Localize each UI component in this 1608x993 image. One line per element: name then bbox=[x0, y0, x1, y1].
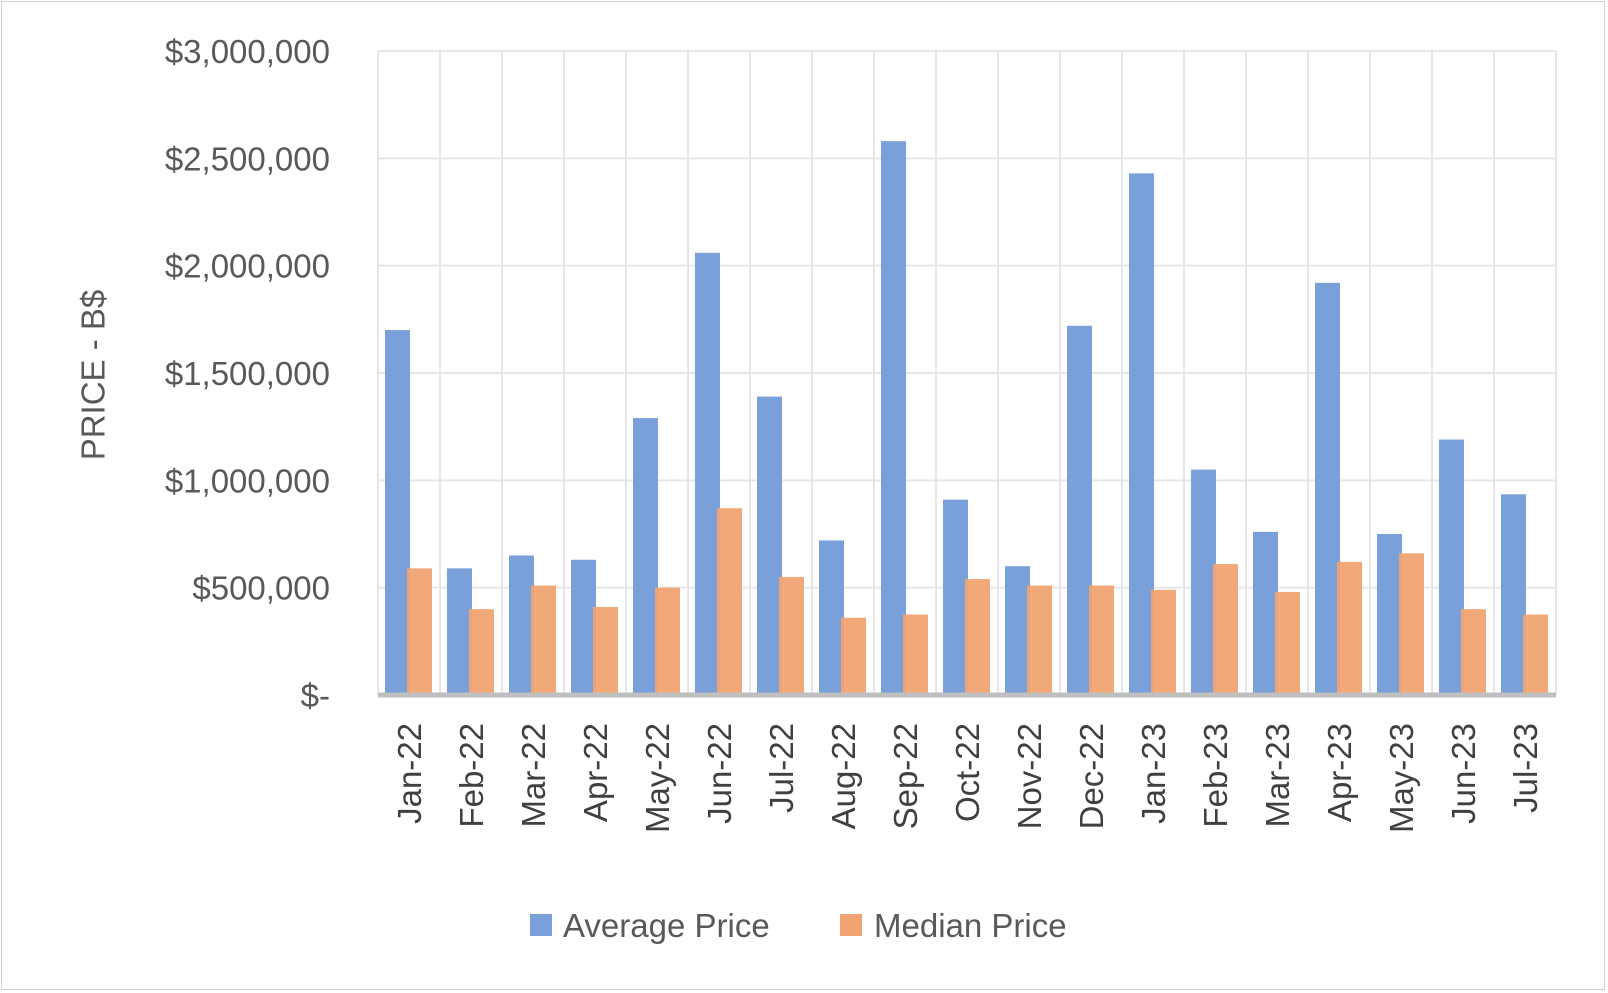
bar-average-price bbox=[881, 141, 906, 695]
bar-median-price bbox=[1027, 585, 1052, 695]
legend-swatch bbox=[840, 914, 862, 936]
bar-average-price bbox=[571, 559, 596, 695]
y-tick-label: $2,000,000 bbox=[165, 248, 330, 285]
x-tick-label: Oct-22 bbox=[949, 723, 986, 822]
bar-average-price bbox=[1377, 534, 1402, 695]
bar-average-price bbox=[757, 396, 782, 695]
bar-average-price bbox=[1501, 494, 1526, 695]
x-tick-label: Jul-23 bbox=[1507, 723, 1544, 813]
bar-median-price bbox=[965, 579, 990, 695]
bar-average-price bbox=[819, 540, 844, 695]
bar-average-price bbox=[1439, 439, 1464, 695]
x-tick-label: Nov-22 bbox=[1011, 723, 1048, 829]
x-tick-label: Apr-23 bbox=[1321, 723, 1358, 822]
bar-average-price bbox=[1315, 282, 1340, 695]
bar-average-price bbox=[1005, 566, 1030, 695]
bar-median-price bbox=[1089, 585, 1114, 695]
bar-average-price bbox=[509, 555, 534, 695]
x-tick-label: Sep-22 bbox=[887, 723, 924, 829]
bar-median-price bbox=[1461, 609, 1486, 695]
bar-median-price bbox=[593, 606, 618, 695]
bar-average-price bbox=[1129, 173, 1154, 696]
x-tick-label: Jul-22 bbox=[763, 723, 800, 813]
bar-median-price bbox=[655, 587, 680, 695]
x-tick-label: Jan-22 bbox=[391, 723, 428, 824]
bar-median-price bbox=[1213, 564, 1238, 695]
x-tick-label: Jun-22 bbox=[701, 723, 738, 824]
bar-median-price bbox=[531, 585, 556, 695]
bar-average-price bbox=[1253, 531, 1278, 695]
bar-average-price bbox=[1191, 469, 1216, 695]
bar-average-price bbox=[943, 499, 968, 695]
x-tick-label: May-23 bbox=[1383, 723, 1420, 833]
x-tick-label: Mar-22 bbox=[515, 723, 552, 828]
x-tick-label: Feb-22 bbox=[453, 723, 490, 828]
bar-median-price bbox=[1151, 589, 1176, 695]
y-tick-label: $1,500,000 bbox=[165, 355, 330, 392]
legend: Average Price Median Price bbox=[530, 907, 1067, 944]
y-axis-title: PRICE - B$ bbox=[75, 290, 112, 461]
y-tick-label: $3,000,000 bbox=[165, 33, 330, 70]
bar-median-price bbox=[779, 576, 804, 695]
y-axis-ticks: $- $500,000 $1,000,000 $1,500,000 $2,000,000… bbox=[165, 33, 330, 714]
bar-median-price bbox=[717, 508, 742, 695]
bar-median-price bbox=[903, 614, 928, 695]
bar-average-price bbox=[1067, 325, 1092, 695]
x-tick-label: Aug-22 bbox=[825, 723, 862, 829]
x-tick-label: Jan-23 bbox=[1135, 723, 1172, 824]
x-tick-label: Jun-23 bbox=[1445, 723, 1482, 824]
x-tick-label: Feb-23 bbox=[1197, 723, 1234, 828]
x-axis-labels: Jan-22 Feb-22 Mar-22 Apr-22 May-22 Jun-22 Jul-… bbox=[391, 723, 1544, 833]
y-tick-label: $2,500,000 bbox=[165, 140, 330, 177]
bar-median-price bbox=[407, 568, 432, 695]
y-tick-label: $500,000 bbox=[192, 570, 330, 607]
x-tick-label: Mar-23 bbox=[1259, 723, 1296, 828]
bar-median-price bbox=[1523, 614, 1548, 695]
y-tick-label: $- bbox=[301, 677, 330, 714]
bar-average-price bbox=[385, 330, 410, 695]
bars bbox=[385, 141, 1548, 696]
x-tick-label: Apr-22 bbox=[577, 723, 614, 822]
bar-median-price bbox=[1275, 591, 1300, 695]
bar-average-price bbox=[633, 418, 658, 695]
bar-median-price bbox=[469, 609, 494, 695]
x-tick-label: Dec-22 bbox=[1073, 723, 1110, 829]
bar-median-price bbox=[841, 617, 866, 695]
legend-swatch bbox=[530, 914, 552, 936]
bar-median-price bbox=[1399, 553, 1424, 695]
bar-average-price bbox=[447, 568, 472, 695]
y-tick-label: $1,000,000 bbox=[165, 462, 330, 499]
bar-average-price bbox=[695, 252, 720, 695]
legend-label: Average Price bbox=[563, 907, 770, 944]
legend-label: Median Price bbox=[874, 907, 1067, 944]
x-tick-label: May-22 bbox=[639, 723, 676, 833]
bar-median-price bbox=[1337, 561, 1362, 695]
